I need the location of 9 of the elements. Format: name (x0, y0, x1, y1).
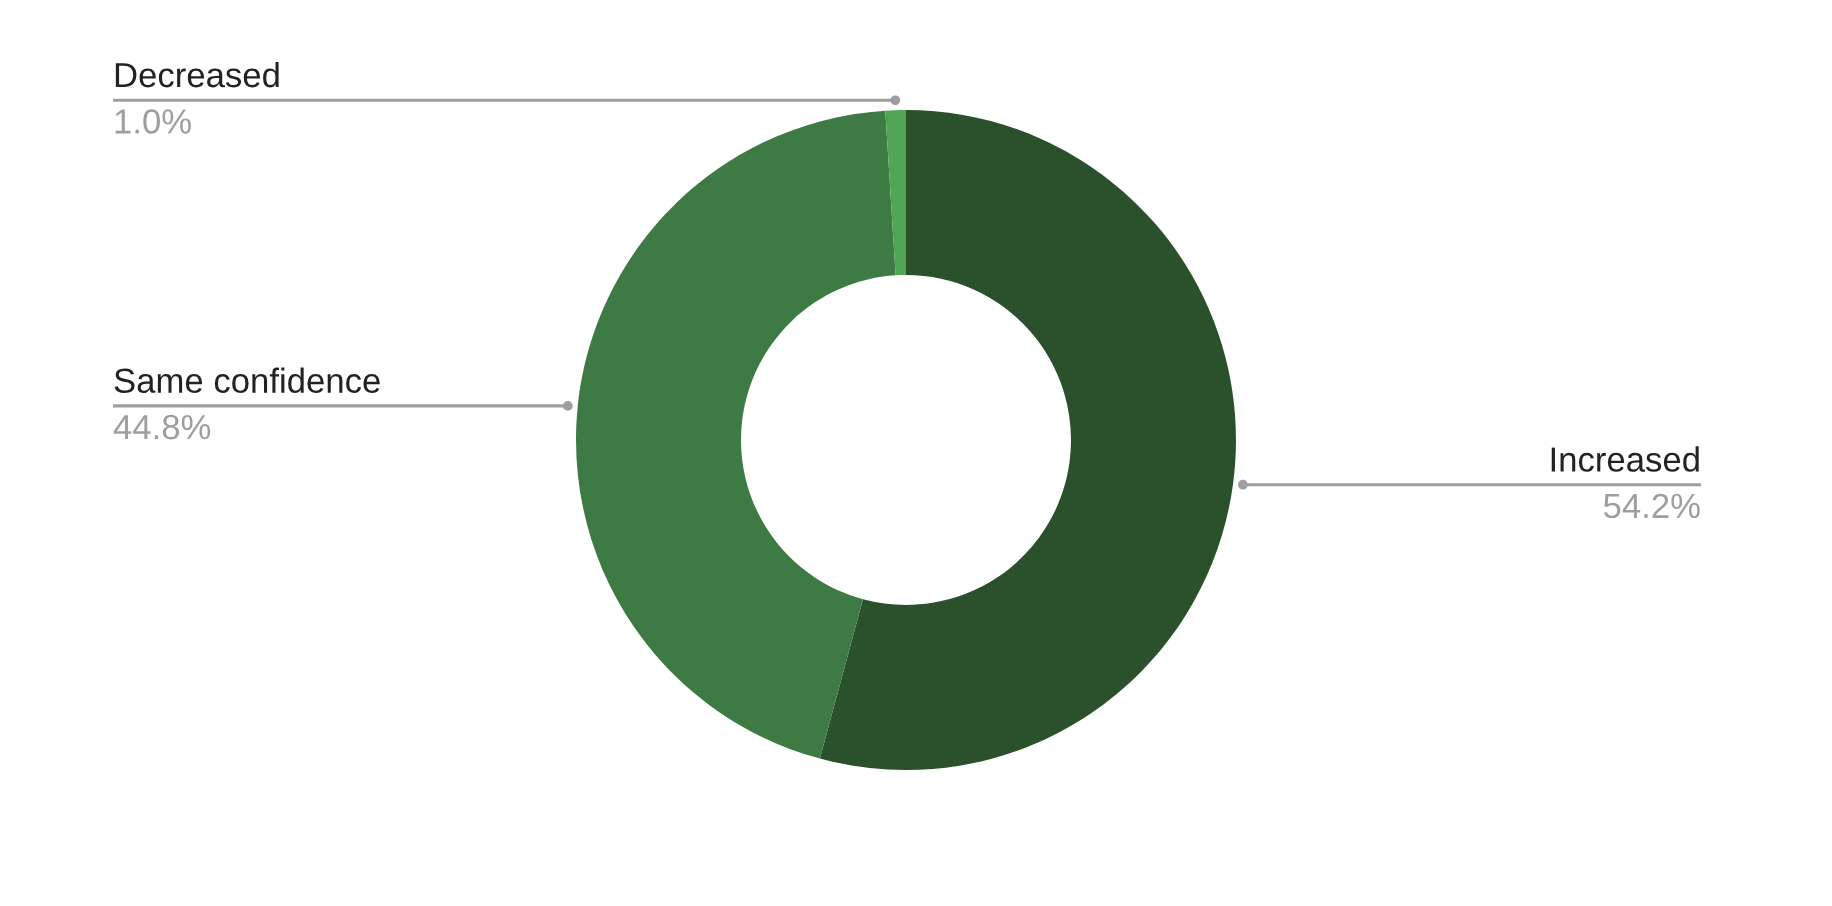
donut-slice (885, 110, 906, 276)
slice-label: Increased (1551, 446, 1699, 472)
data-label: 54.2% (1603, 493, 1700, 519)
data-label: 44.8% (113, 414, 211, 440)
slice-label: Decreased (115, 61, 279, 88)
donut-slice (576, 110, 896, 759)
slice-label: Same confidence (114, 367, 380, 394)
data-label: 1.0% (115, 109, 191, 134)
donut-slice (819, 110, 1236, 770)
